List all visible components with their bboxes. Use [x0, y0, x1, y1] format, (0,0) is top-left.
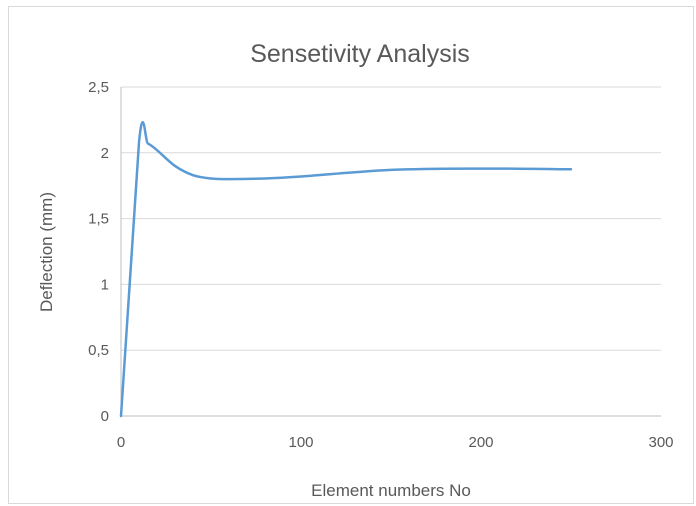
y-tick-label: 0,5: [88, 342, 109, 359]
y-tick-label: 1: [101, 276, 109, 293]
y-tick-labels: 0 0,5 1 1,5 2 2,5: [88, 79, 109, 425]
x-tick-label: 300: [648, 434, 673, 451]
x-tick-label: 200: [468, 434, 493, 451]
chart-frame: [8, 6, 694, 504]
x-tick-label: 0: [117, 434, 125, 451]
chart-title: Sensetivity Analysis: [250, 40, 470, 68]
y-tick-label: 0: [101, 408, 109, 425]
series-layer: [119, 121, 573, 418]
y-tick-label: 1,5: [88, 211, 109, 228]
x-axis-label: Element numbers No: [311, 481, 471, 500]
y-axis-label: Deflection (mm): [37, 192, 56, 312]
x-tick-labels: 0 100 200 300: [117, 434, 674, 451]
y-tick-label: 2,5: [88, 79, 109, 96]
y-tick-label: 2: [101, 145, 109, 162]
axes: [120, 87, 661, 417]
series-line: [119, 121, 573, 418]
x-tick-label: 100: [288, 434, 313, 451]
gridlines: [121, 86, 661, 351]
